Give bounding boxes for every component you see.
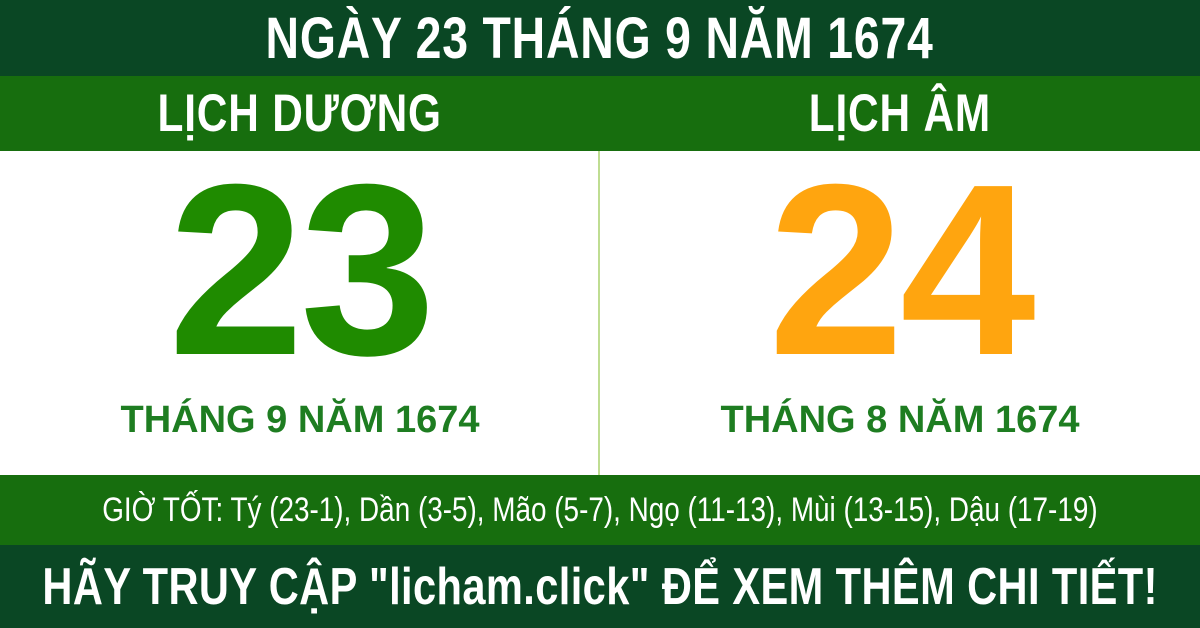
column-divider <box>598 151 600 475</box>
header-bar: NGÀY 23 THÁNG 9 NĂM 1674 <box>0 0 1200 76</box>
calendar-type-bar: LỊCH DƯƠNG LỊCH ÂM <box>0 76 1200 151</box>
lunar-month-year: THÁNG 8 NĂM 1674 <box>720 398 1080 441</box>
good-hours-bar: GIỜ TỐT: Tý (23-1), Dần (3-5), Mão (5-7)… <box>0 475 1200 545</box>
solar-month-year: THÁNG 9 NĂM 1674 <box>120 398 480 441</box>
calendar-body: 23 THÁNG 9 NĂM 1674 24 THÁNG 8 NĂM 1674 <box>0 133 1200 475</box>
footer-bar: HÃY TRUY CẬP "licham.click" ĐỂ XEM THÊM … <box>0 545 1200 628</box>
lunar-label-cell: LỊCH ÂM <box>600 76 1200 151</box>
lunar-day-number: 24 <box>768 133 1035 406</box>
solar-panel: 23 THÁNG 9 NĂM 1674 <box>0 133 600 475</box>
date-title: NGÀY 23 THÁNG 9 NĂM 1674 <box>265 5 935 71</box>
lunar-calendar-label: LỊCH ÂM <box>808 84 992 143</box>
footer-cta: HÃY TRUY CẬP "licham.click" ĐỂ XEM THÊM … <box>42 557 1158 616</box>
lunar-panel: 24 THÁNG 8 NĂM 1674 <box>600 133 1200 475</box>
good-hours-text: GIỜ TỐT: Tý (23-1), Dần (3-5), Mão (5-7)… <box>102 490 1098 529</box>
solar-calendar-label: LỊCH DƯƠNG <box>157 84 443 143</box>
solar-day-number: 23 <box>168 133 435 406</box>
solar-label-cell: LỊCH DƯƠNG <box>0 76 600 151</box>
